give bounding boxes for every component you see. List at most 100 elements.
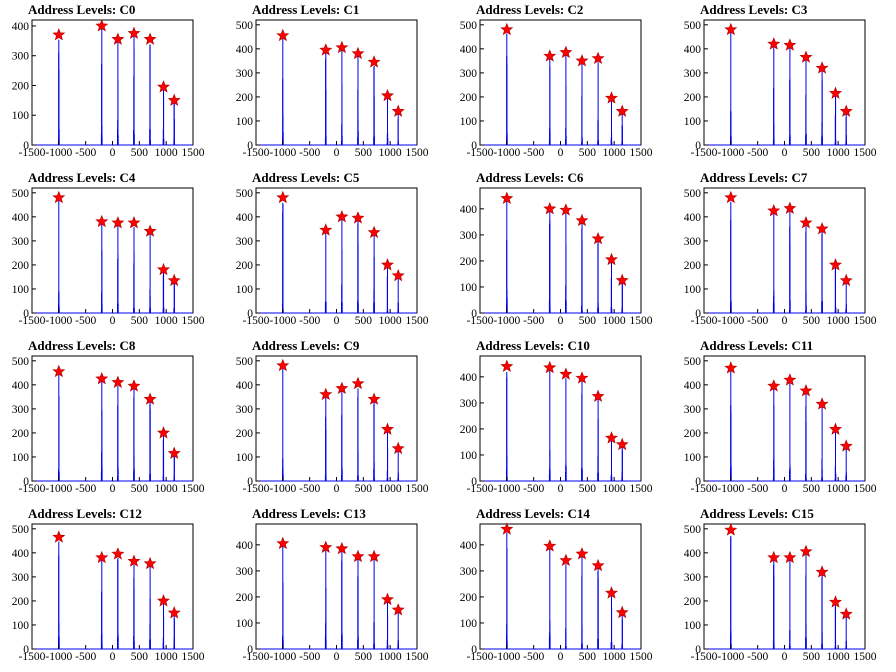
x-tick-label: 0 xyxy=(558,315,564,327)
plot-frame xyxy=(703,523,866,650)
histogram-bars xyxy=(506,33,623,145)
y-tick-label: 200 xyxy=(684,92,702,104)
y-tick-label: 500 xyxy=(12,524,30,536)
peak-marker xyxy=(367,392,381,405)
x-axis: -1500 -1000 -500 0 500 1000 1500 xyxy=(243,141,429,159)
x-tick-label: 500 xyxy=(803,315,821,327)
histogram-bars xyxy=(282,37,399,145)
x-tick-label: 1500 xyxy=(854,315,877,327)
x-tick-label: 500 xyxy=(579,483,597,495)
peak-marker xyxy=(95,19,109,32)
chart-panel: Address Levels: C9 -1500 -1000 -500 0 500 1000… xyxy=(224,336,448,504)
peak-marker xyxy=(157,262,170,276)
x-tick-label: 0 xyxy=(334,651,340,663)
peak-marker xyxy=(815,397,829,410)
chart-title: Address Levels: C8 xyxy=(28,338,136,353)
peak-marker xyxy=(381,88,394,102)
x-tick-label: -1500 xyxy=(691,147,718,159)
x-axis: -1500 -1000 -500 0 500 1000 1500 xyxy=(467,477,653,495)
y-axis: 0 100 200 300 400 500 xyxy=(236,188,260,320)
peak-marker xyxy=(559,553,573,566)
chart-panel: Address Levels: C8 -1500 -1000 -500 0 500 1000… xyxy=(0,336,224,504)
x-tick-label: 1500 xyxy=(854,651,877,663)
y-tick-label: 400 xyxy=(12,21,30,33)
peak-markers xyxy=(52,190,181,287)
chart-title: Address Levels: C2 xyxy=(476,2,583,17)
peak-marker xyxy=(391,603,405,616)
y-tick-label: 300 xyxy=(236,236,254,248)
y-tick-label: 200 xyxy=(12,80,30,92)
histogram-chart: Address Levels: C6-1500 -1000 -500 0 500 1000… xyxy=(460,170,653,327)
histogram-chart: Address Levels: C10 -1500 -1000 -500 0 500 100… xyxy=(460,338,653,495)
x-tick-label: -1500 xyxy=(243,147,270,159)
y-tick-label: 300 xyxy=(460,566,478,578)
histogram-chart: Address Levels: C9-1500 -1000 -500 0 500 1000… xyxy=(236,338,429,495)
peak-marker xyxy=(605,431,618,444)
y-tick-label: 300 xyxy=(460,230,478,242)
x-tick-label: 1000 xyxy=(603,315,626,327)
peak-marker xyxy=(143,392,157,405)
y-tick-label: 400 xyxy=(460,204,478,216)
peak-marker xyxy=(157,594,170,607)
x-tick-label: 1000 xyxy=(379,147,402,159)
x-tick-label: -1500 xyxy=(467,651,494,663)
peak-marker xyxy=(111,547,125,560)
peak-marker xyxy=(839,607,853,620)
y-tick-label: 300 xyxy=(460,398,478,410)
y-tick-label: 200 xyxy=(12,428,30,440)
peak-marker xyxy=(319,540,333,553)
x-tick-label: 500 xyxy=(803,483,821,495)
x-tick-label: -500 xyxy=(299,651,320,663)
y-tick-label: 500 xyxy=(684,524,702,536)
chart-panel: Address Levels: C6 -1500 -1000 -500 0 500 1000… xyxy=(448,168,672,336)
y-tick-label: 100 xyxy=(460,618,478,630)
y-axis: 0 100 200 300 400 500 xyxy=(684,20,708,152)
histogram-chart: Address Levels: C2-1500 -1000 -500 0 500 1000… xyxy=(460,2,653,159)
x-tick-label: -1500 xyxy=(19,147,46,159)
x-tick-label: -500 xyxy=(747,315,768,327)
x-tick-label: 500 xyxy=(355,147,373,159)
peak-marker xyxy=(157,80,170,93)
y-tick-label: 300 xyxy=(12,236,30,248)
y-tick-label: 500 xyxy=(12,188,30,200)
x-tick-label: -1000 xyxy=(717,315,744,327)
histogram-bars xyxy=(58,27,175,145)
y-tick-label: 100 xyxy=(236,618,254,630)
chart-title: Address Levels: C7 xyxy=(700,170,808,185)
y-tick-label: 300 xyxy=(684,404,702,416)
histogram-bars xyxy=(282,544,399,649)
peak-marker xyxy=(799,50,813,63)
x-tick-label: -500 xyxy=(299,147,320,159)
x-tick-label: -500 xyxy=(747,651,768,663)
y-tick-label: 0 xyxy=(23,476,29,488)
x-tick-label: 1000 xyxy=(603,651,626,663)
peak-marker xyxy=(143,224,157,237)
x-tick-label: 1000 xyxy=(827,315,850,327)
histogram-bars xyxy=(282,202,399,313)
chart-panel: Address Levels: C15 -1500 -1000 -500 0 500 100… xyxy=(672,504,896,672)
x-tick-label: -1500 xyxy=(243,315,270,327)
x-tick-label: 500 xyxy=(579,651,597,663)
x-tick-label: 1000 xyxy=(155,651,178,663)
x-tick-label: -500 xyxy=(75,651,96,663)
plot-frame xyxy=(31,523,194,650)
peak-marker xyxy=(839,104,853,117)
peak-marker xyxy=(799,384,813,397)
y-tick-label: 200 xyxy=(460,592,478,604)
y-tick-label: 200 xyxy=(236,260,254,272)
chart-panel: Address Levels: C2 -1500 -1000 -500 0 500 1000… xyxy=(448,0,672,168)
x-axis: -1500 -1000 -500 0 500 1000 1500 xyxy=(691,141,877,159)
x-tick-label: 1500 xyxy=(630,315,653,327)
x-tick-label: 1500 xyxy=(854,483,877,495)
y-tick-label: 400 xyxy=(12,548,30,560)
peak-marker xyxy=(543,539,557,552)
chart-title: Address Levels: C5 xyxy=(252,170,360,185)
chart-title: Address Levels: C14 xyxy=(476,506,590,521)
y-tick-label: 200 xyxy=(684,260,702,272)
x-tick-label: 1500 xyxy=(182,483,205,495)
x-tick-label: -1500 xyxy=(19,483,46,495)
chart-panel: Address Levels: C3 -1500 -1000 -500 0 500 1000… xyxy=(672,0,896,168)
plot-frame xyxy=(479,355,642,482)
x-tick-label: -1500 xyxy=(243,651,270,663)
x-tick-label: 1500 xyxy=(406,651,429,663)
